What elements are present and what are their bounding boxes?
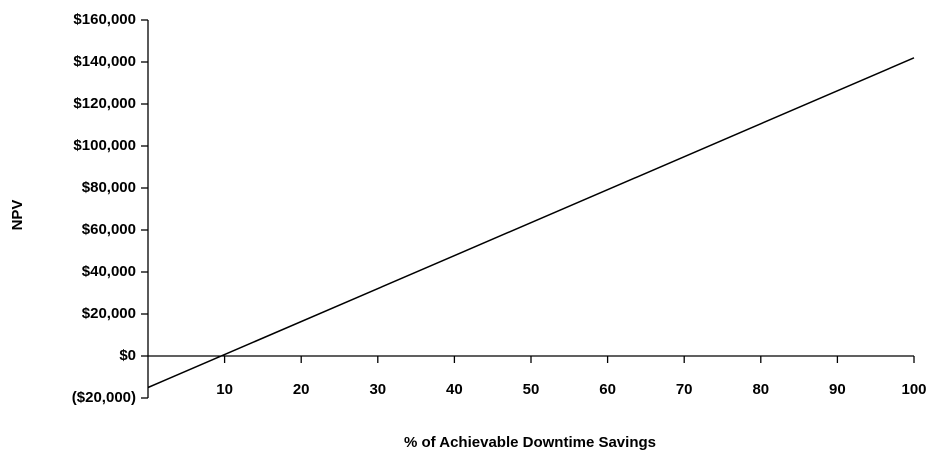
y-tick-label: $0 <box>119 347 136 364</box>
x-tick-label: 40 <box>446 381 463 398</box>
x-axis-label: % of Achievable Downtime Savings <box>404 434 656 451</box>
y-tick-label: $120,000 <box>73 95 136 112</box>
x-tick-label: 90 <box>829 381 846 398</box>
x-tick-label: 10 <box>216 381 233 398</box>
x-tick-label: 100 <box>901 381 926 398</box>
y-tick-label: ($20,000) <box>72 389 136 406</box>
x-tick-label: 20 <box>293 381 310 398</box>
x-tick-label: 30 <box>369 381 386 398</box>
data-line <box>147 57 915 389</box>
y-tick-label: $60,000 <box>82 221 136 238</box>
y-tick-label: $80,000 <box>82 179 136 196</box>
x-tick-label: 80 <box>752 381 769 398</box>
x-tick-label: 60 <box>599 381 616 398</box>
y-tick-label: $40,000 <box>82 263 136 280</box>
y-tick-label: $160,000 <box>73 11 136 28</box>
x-tick-label: 50 <box>523 381 540 398</box>
y-tick-label: $20,000 <box>82 305 136 322</box>
y-tick-label: $140,000 <box>73 53 136 70</box>
x-tick-label: 70 <box>676 381 693 398</box>
y-tick-label: $100,000 <box>73 137 136 154</box>
y-axis-label: NPV <box>9 200 26 231</box>
